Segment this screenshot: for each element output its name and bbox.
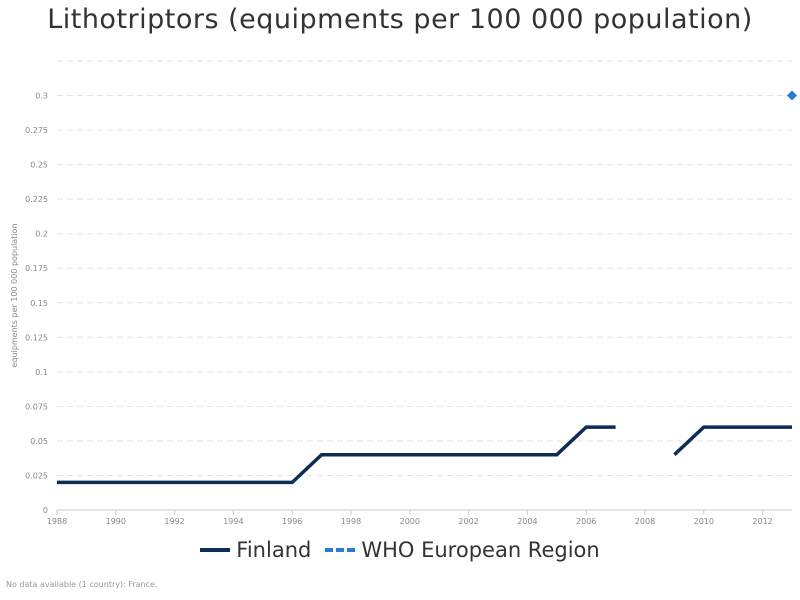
series-line-finland[interactable] xyxy=(673,425,792,456)
x-tick-label: 1998 xyxy=(341,517,361,526)
x-tick-label: 2006 xyxy=(576,517,596,526)
series-line-finland[interactable] xyxy=(57,425,616,485)
x-tick-label: 1988 xyxy=(47,517,67,526)
x-tick-label: 2000 xyxy=(400,517,420,526)
legend-label-finland: Finland xyxy=(236,538,312,562)
y-tick-label: 0.3 xyxy=(35,92,48,101)
y-axis-title: equipments per 100 000 population xyxy=(10,223,19,367)
y-tick-label: 0.2 xyxy=(35,230,48,239)
y-tick-label: 0.175 xyxy=(25,264,48,273)
legend-item-finland[interactable]: Finland xyxy=(200,538,311,562)
chart-title: Lithotriptors (equipments per 100 000 po… xyxy=(47,4,753,35)
y-tick-label: 0.125 xyxy=(25,333,48,342)
x-tick-label: 2002 xyxy=(458,517,478,526)
y-tick-label: 0.05 xyxy=(30,437,48,446)
y-tick-label: 0.225 xyxy=(25,195,48,204)
x-tick-label: 1996 xyxy=(282,517,302,526)
y-tick-label: 0.275 xyxy=(25,126,48,135)
x-tick-label: 2008 xyxy=(635,517,655,526)
y-tick-label: 0.25 xyxy=(30,161,48,170)
legend-swatch-finland xyxy=(200,548,231,552)
x-tick-label: 2004 xyxy=(517,517,537,526)
x-tick-label: 1990 xyxy=(106,517,126,526)
legend-swatch-who-european-region xyxy=(325,548,356,552)
y-tick-label: 0.025 xyxy=(25,471,48,480)
y-tick-label: 0.1 xyxy=(35,368,48,377)
legend-label-who-european-region: WHO European Region xyxy=(361,538,600,562)
x-tick-label: 1994 xyxy=(223,517,243,526)
y-tick-label: 0 xyxy=(43,506,48,515)
footnote: No data available (1 country): France. xyxy=(6,580,158,589)
x-tick-label: 2010 xyxy=(694,517,714,526)
legend-item-who-european-region[interactable]: WHO European Region xyxy=(325,538,600,562)
chart-legend: Finland WHO European Region xyxy=(0,538,800,562)
x-tick-label: 2012 xyxy=(752,517,772,526)
y-tick-label: 0.075 xyxy=(25,402,48,411)
y-tick-label: 0.15 xyxy=(30,299,48,308)
data-point-who-european-region[interactable] xyxy=(787,90,797,101)
x-tick-label: 1992 xyxy=(164,517,184,526)
